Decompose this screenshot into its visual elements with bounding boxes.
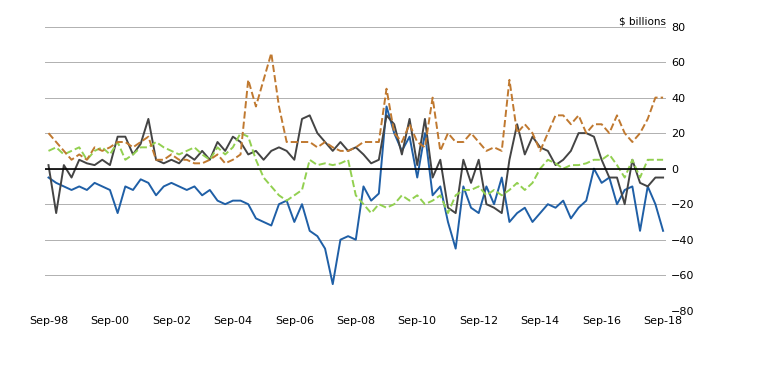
Line: Non-financial corporations: Non-financial corporations <box>48 106 663 284</box>
Financial corporations <box>590 135 599 139</box>
Non-financial corporations <box>329 282 338 287</box>
Financial corporations <box>559 158 568 162</box>
Non-financial corporations <box>444 220 453 224</box>
Financial corporations <box>44 163 53 168</box>
Text: $ billions: $ billions <box>619 17 666 27</box>
Non-financial corporations <box>590 166 599 171</box>
Financial corporations <box>305 113 314 117</box>
Non-financial corporations <box>397 149 407 153</box>
Households <box>397 140 407 144</box>
Financial corporations <box>612 175 621 180</box>
Financial corporations <box>659 175 668 180</box>
General government <box>397 193 407 197</box>
Non-financial corporations <box>659 229 668 233</box>
Non-financial corporations <box>44 175 53 180</box>
Financial corporations <box>512 122 522 127</box>
General government <box>659 158 668 162</box>
General government <box>44 149 53 153</box>
Line: Financial corporations: Financial corporations <box>48 115 663 213</box>
General government <box>236 131 245 135</box>
General government <box>366 211 375 215</box>
Households <box>266 51 276 55</box>
Line: General government: General government <box>48 133 663 213</box>
Financial corporations <box>444 205 453 210</box>
Non-financial corporations <box>612 202 621 207</box>
Non-financial corporations <box>382 104 391 109</box>
Households <box>190 161 199 166</box>
Households <box>444 131 453 135</box>
General government <box>590 158 599 162</box>
General government <box>444 211 453 215</box>
Non-financial corporations <box>559 198 568 203</box>
General government <box>512 180 522 185</box>
Households <box>659 95 668 100</box>
Households <box>44 131 53 135</box>
General government <box>559 166 568 171</box>
Financial corporations <box>51 211 61 215</box>
Non-financial corporations <box>512 211 522 215</box>
Line: Households: Households <box>48 53 663 163</box>
Households <box>590 122 599 127</box>
Financial corporations <box>397 152 407 157</box>
Households <box>559 113 568 117</box>
General government <box>612 163 621 168</box>
Households <box>612 113 621 117</box>
Households <box>512 131 522 135</box>
